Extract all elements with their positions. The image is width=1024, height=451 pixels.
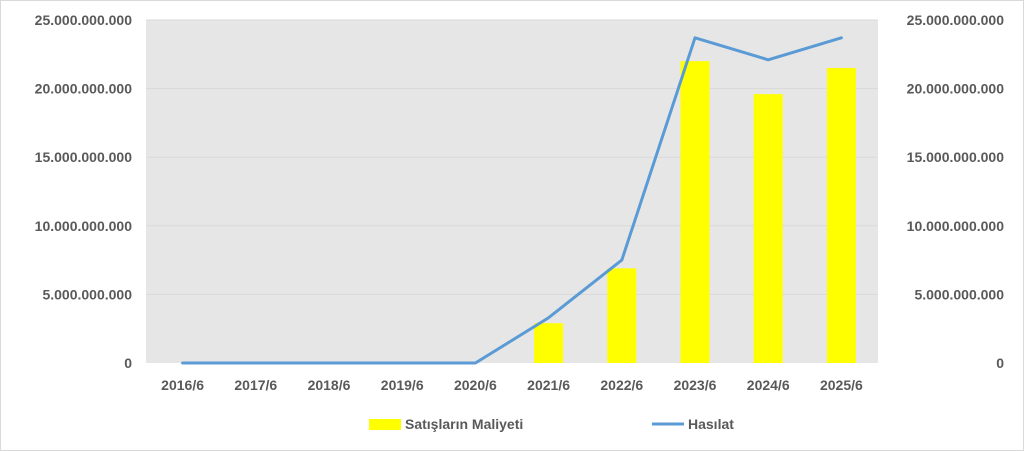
hasilat-line <box>181 36 843 365</box>
y-tick-label-right: 10.000.000.000 <box>907 218 1005 234</box>
legend: Satışların Maliyeti Hasılat <box>369 416 734 432</box>
legend-label-hasilat: Hasılat <box>688 416 734 432</box>
x-tick-label: 2017/6 <box>234 377 277 393</box>
x-tick-label: 2020/6 <box>454 377 497 393</box>
bar-2025-6 <box>826 68 856 364</box>
y-tick-label-left: 0 <box>124 355 132 371</box>
y-tick-label-left: 10.000.000.000 <box>35 218 133 234</box>
bar-2024-6 <box>753 94 783 363</box>
x-tick-label: 2019/6 <box>381 377 424 393</box>
x-axis: 2016/6 2017/6 2018/6 2019/6 2020/6 2021/6 2022… <box>161 377 863 393</box>
y-tick-label-right: 15.000.000.000 <box>907 149 1005 165</box>
x-tick-label: 2024/6 <box>747 377 790 393</box>
bar-2022-6 <box>607 268 637 363</box>
x-tick-label: 2023/6 <box>674 377 717 393</box>
y-tick-label-right: 20.000.000.000 <box>907 81 1005 97</box>
y-tick-label-right: 5.000.000.000 <box>914 286 1004 302</box>
x-tick-label: 2025/6 <box>820 377 863 393</box>
y-axis-left: 0 5.000.000.000 10.000.000.000 15.000.000.0… <box>35 12 133 371</box>
legend-swatch-satislarin-maliyeti <box>369 419 401 430</box>
bar-2021-6 <box>534 323 564 363</box>
line-series-hasilat <box>181 36 843 365</box>
bar-2023-6 <box>680 61 710 363</box>
x-tick-label: 2021/6 <box>527 377 570 393</box>
x-tick-label: 2018/6 <box>308 377 351 393</box>
y-tick-label-right: 0 <box>996 355 1004 371</box>
y-tick-label-left: 15.000.000.000 <box>35 149 133 165</box>
y-tick-label-right: 25.000.000.000 <box>907 12 1005 28</box>
bar-series-satislarin-maliyeti <box>534 61 856 364</box>
x-tick-label: 2016/6 <box>161 377 204 393</box>
y-tick-label-left: 5.000.000.000 <box>42 286 132 302</box>
x-tick-label: 2022/6 <box>600 377 643 393</box>
y-tick-label-left: 20.000.000.000 <box>35 81 133 97</box>
y-tick-label-left: 25.000.000.000 <box>35 12 133 28</box>
y-axis-right: 0 5.000.000.000 10.000.000.000 15.000.000.0… <box>907 12 1005 371</box>
legend-label-satislarin-maliyeti: Satışların Maliyeti <box>405 416 523 432</box>
